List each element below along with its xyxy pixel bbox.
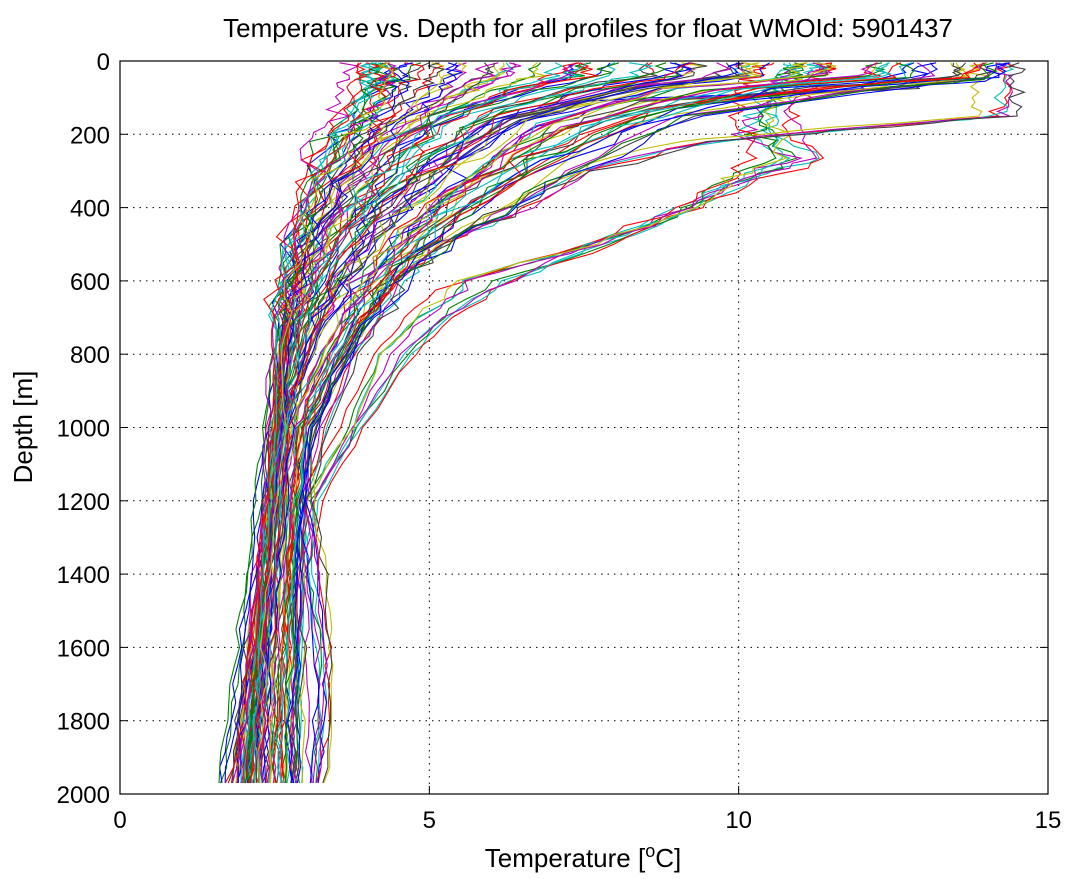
profile-line	[253, 62, 378, 784]
y-tick-label: 1800	[57, 709, 110, 736]
profile-line	[269, 62, 878, 784]
profile-line	[243, 62, 375, 784]
profile-line	[305, 62, 939, 784]
profile-line	[256, 62, 694, 784]
y-tick-label: 0	[97, 49, 110, 76]
profile-line	[286, 62, 913, 784]
x-axis-ticks: 0 5 10 15	[113, 61, 1061, 834]
y-tick-label: 400	[70, 196, 110, 223]
chart-title: Temperature vs. Depth for all profiles f…	[223, 13, 953, 43]
y-tick-label: 800	[70, 342, 110, 369]
y-axis-ticks: 0 200 400 600 800 1000 1200 1400 1600 1800 2000	[57, 49, 1048, 809]
profile-line	[286, 62, 937, 784]
x-axis-label-main: Temperature [	[485, 843, 646, 873]
profile-line	[294, 62, 1027, 784]
profile-line	[249, 62, 696, 784]
profile-line	[283, 62, 916, 784]
profile-line	[295, 62, 1011, 784]
profile-line	[251, 62, 704, 784]
y-tick-label: 1600	[57, 635, 110, 662]
profile-line	[284, 62, 1010, 784]
profile-line	[275, 62, 889, 784]
profile-line	[241, 62, 370, 784]
plot-frame	[119, 60, 1049, 795]
profile-line	[303, 62, 808, 784]
y-tick-label: 1200	[57, 489, 110, 516]
profile-line	[233, 62, 445, 784]
profile-line	[291, 62, 998, 784]
y-tick-label: 1000	[57, 416, 110, 443]
profile-line	[310, 62, 826, 784]
profile-line	[289, 62, 1014, 784]
profile-line	[290, 62, 1014, 784]
profile-line	[288, 62, 775, 784]
profile-line	[263, 62, 740, 784]
x-tick-label: 0	[113, 807, 126, 834]
profile-line	[267, 62, 760, 784]
profile-line	[258, 62, 397, 783]
profile-line	[249, 62, 363, 784]
y-tick-label: 1400	[57, 562, 110, 589]
profile-line	[253, 62, 388, 784]
profile-line	[290, 62, 1016, 784]
x-tick-label: 15	[1035, 807, 1062, 834]
y-tick-label: 2000	[57, 782, 110, 809]
x-axis-label-degree: o	[645, 841, 655, 861]
profile-line	[269, 62, 838, 784]
plot-area	[218, 62, 1027, 784]
x-tick-label: 10	[725, 807, 752, 834]
y-axis-label: Depth [m]	[8, 371, 38, 484]
profile-line	[261, 62, 770, 784]
x-tick-label: 5	[423, 807, 436, 834]
profile-line	[258, 62, 654, 784]
profile-line	[255, 62, 708, 783]
y-tick-label: 600	[70, 269, 110, 296]
y-tick-label: 200	[70, 122, 110, 149]
profile-line	[279, 62, 979, 783]
profile-line	[232, 62, 446, 784]
profile-line	[257, 62, 686, 784]
x-axis-label: Temperature [oC]	[485, 841, 681, 873]
x-axis-label-unit: C]	[655, 843, 681, 873]
profile-line	[257, 62, 395, 784]
